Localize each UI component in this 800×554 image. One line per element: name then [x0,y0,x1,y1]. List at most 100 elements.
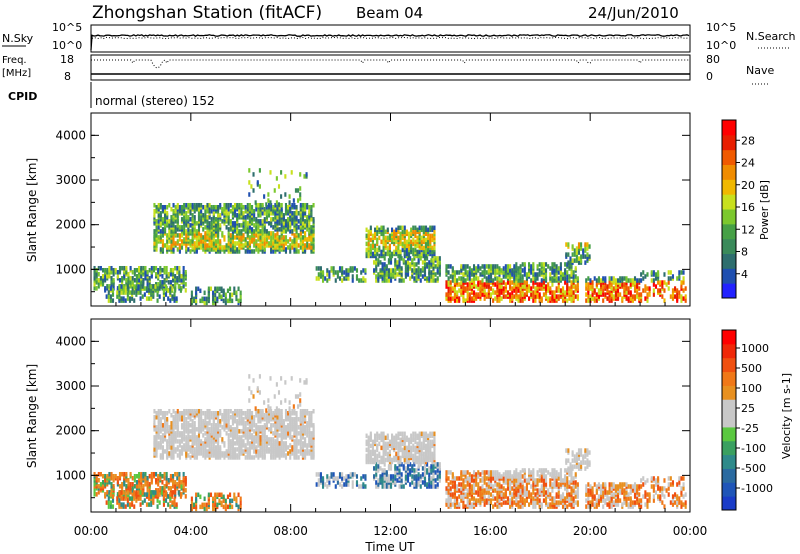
power-cell [426,256,429,261]
power-cell [252,188,255,193]
power-cell [612,294,615,299]
power-cell [144,274,147,279]
power-cell [152,265,155,271]
velocity-cell [163,476,166,481]
velocity-cell [193,425,196,430]
power-cell [422,237,425,243]
power-cell [153,209,156,214]
power-cell [568,286,571,291]
velocity-cell [189,423,192,428]
velocity-cell [299,398,302,403]
power-cell [166,205,169,210]
power-cell [220,286,223,292]
power-cell [528,296,531,301]
power-cell [227,217,230,222]
power-cell [553,298,556,303]
power-cell [633,286,637,291]
velocity-cell [168,429,171,434]
velocity-cell [255,445,258,450]
velocity-cell [375,462,378,467]
power-cell [168,239,171,244]
power-cell [515,290,518,295]
power-cell [636,290,639,295]
power-cell [597,294,601,299]
power-cell [445,292,448,297]
power-cell [479,280,482,285]
power-cell [587,298,590,303]
velocity-cell [219,445,222,450]
freq-label-2: [MHz] [2,68,31,79]
power-cell [159,221,162,226]
velocity-cell [304,425,307,430]
power-cell [299,245,302,250]
power-cell [312,202,315,208]
power-cell [157,213,160,218]
velocity-cell [168,425,171,430]
power-cell [515,280,518,285]
velocity-cell [390,484,393,489]
velocity-cell [158,500,161,505]
power-cell [472,264,476,269]
velocity-cell [234,408,237,414]
power-cell [238,213,241,218]
power-cell [569,260,572,265]
velocity-cell [121,482,124,487]
power-cell [104,276,107,281]
power-cell [231,233,234,238]
velocity-cell [299,378,302,383]
power-cell [519,272,522,277]
power-cell [257,202,260,208]
power-cell [412,251,415,257]
power-cell [255,225,258,230]
power-cell [255,207,258,212]
velocity-cell [263,447,266,452]
power-cell [355,268,359,273]
power-cell [173,292,176,297]
power-cell [139,296,142,301]
power-cell [542,292,545,297]
power-cell [191,235,194,240]
power-cell [231,239,234,244]
velocity-cell [377,482,380,487]
power-cell [395,245,398,251]
velocity-cell [212,502,215,508]
power-cell [367,241,370,247]
velocity-cell [294,394,298,399]
power-cell [202,227,205,232]
power-cell [589,294,592,299]
velocity-cell [315,482,318,487]
velocity-cell [263,413,266,418]
power-cell [242,243,245,248]
power-cell [405,251,408,257]
power-cell [680,270,683,275]
power-cell [610,286,613,291]
power-cell [606,284,609,289]
power-cell [174,265,177,271]
power-cell [577,242,581,247]
velocity-cell [131,496,134,501]
power-cell [576,282,579,287]
power-cell [376,247,379,253]
power-cell [238,202,241,208]
velocity-cell [278,433,281,438]
power-cell [128,290,132,295]
velocity-cell [277,390,281,395]
velocity-cell [336,480,339,485]
power-cell [540,286,543,291]
power-cell [163,270,166,275]
power-cell [229,286,232,292]
power-cell [308,209,311,214]
power-cell [139,290,142,295]
power-cell [235,296,238,302]
velocity-cell [216,492,219,498]
power-cell [178,225,181,230]
velocity-cell [112,484,115,489]
power-cell [534,272,537,277]
velocity-cell [193,451,196,456]
power-cell [506,264,510,269]
velocity-cell [315,472,318,477]
velocity-cell [159,408,162,414]
velocity-cell [248,398,251,403]
power-cell [669,270,672,275]
velocity-cell [253,423,256,428]
